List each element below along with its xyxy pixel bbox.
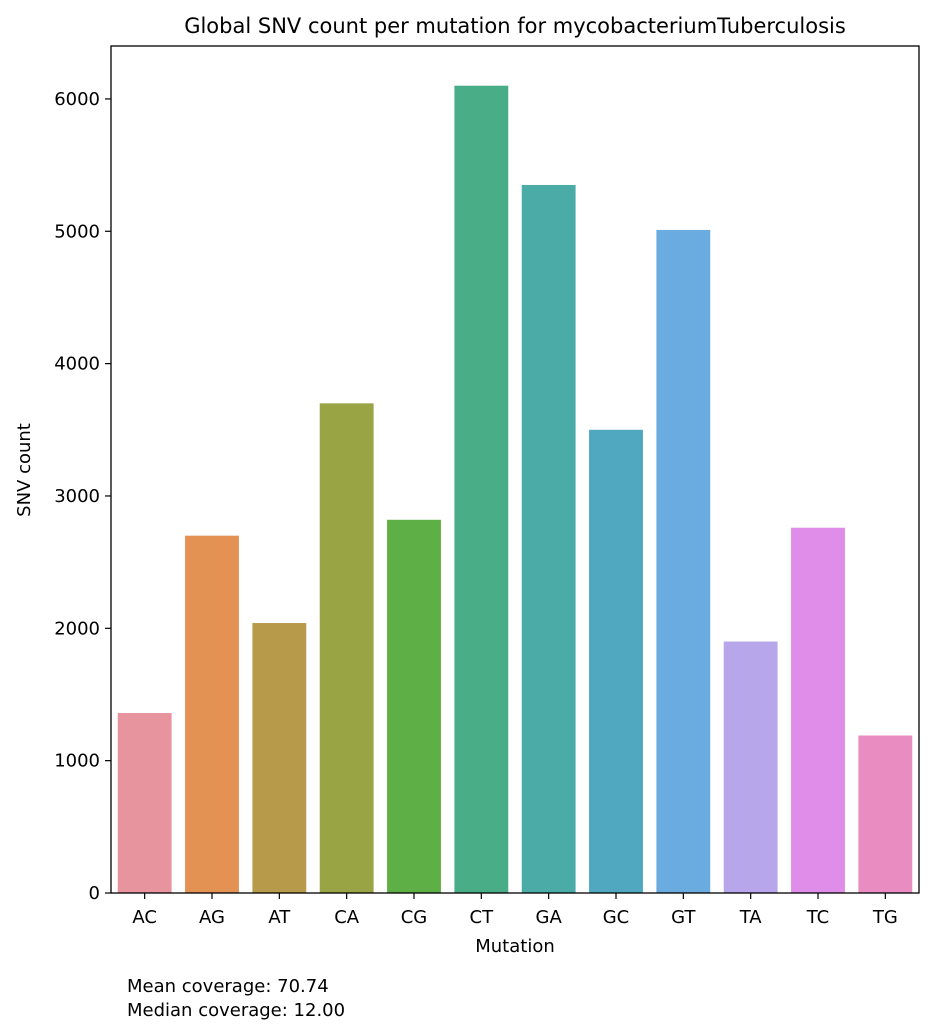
bar-ca xyxy=(319,403,374,893)
x-axis-title: Mutation xyxy=(475,936,555,957)
bar-tc xyxy=(791,527,845,893)
median-coverage-note: Median coverage: 12.00 xyxy=(127,1000,346,1021)
y-tick-label: 2000 xyxy=(54,618,100,639)
bar-ct xyxy=(454,85,509,893)
mean-coverage-note: Mean coverage: 70.74 xyxy=(127,976,329,997)
bar-ta xyxy=(723,641,778,893)
y-tick-label: 3000 xyxy=(54,486,100,507)
y-tick-label: 4000 xyxy=(54,354,100,375)
chart-title: Global SNV count per mutation for mycoba… xyxy=(184,14,846,38)
x-tick-label: TC xyxy=(806,907,830,928)
x-tick-label: TA xyxy=(739,907,763,928)
x-tick-label: CG xyxy=(401,907,428,928)
x-tick-label: CT xyxy=(470,907,495,928)
x-tick-label: GT xyxy=(671,907,696,928)
x-tick-label: CA xyxy=(334,907,360,928)
y-tick-label: 5000 xyxy=(54,221,100,242)
bar-ac xyxy=(117,713,172,893)
x-axis-ticks: AC AG AT CA CG CT GA GC GT TA TC TG xyxy=(132,893,898,928)
bars-group xyxy=(117,85,913,893)
bar-at xyxy=(252,623,307,893)
bar-chart: Global SNV count per mutation for mycoba… xyxy=(14,14,920,957)
y-tick-label: 0 xyxy=(89,883,100,904)
x-tick-label: AC xyxy=(132,907,157,928)
y-tick-label: 6000 xyxy=(54,89,100,110)
x-tick-label: GA xyxy=(536,907,563,928)
bar-tg xyxy=(858,735,913,893)
x-tick-label: AG xyxy=(199,907,225,928)
plot-frame xyxy=(110,45,920,894)
y-axis-ticks: 0 1000 2000 3000 4000 5000 6000 xyxy=(54,89,111,904)
y-axis-title: SNV count xyxy=(14,423,35,517)
y-tick-label: 1000 xyxy=(54,751,100,772)
x-tick-label: AT xyxy=(268,907,291,928)
x-tick-label: GC xyxy=(603,907,630,928)
bar-gt xyxy=(656,229,711,893)
x-tick-label: TG xyxy=(872,907,898,928)
bar-cg xyxy=(387,519,441,893)
bar-ag xyxy=(185,535,239,893)
bar-gc xyxy=(589,429,643,893)
bar-ga xyxy=(521,184,576,893)
